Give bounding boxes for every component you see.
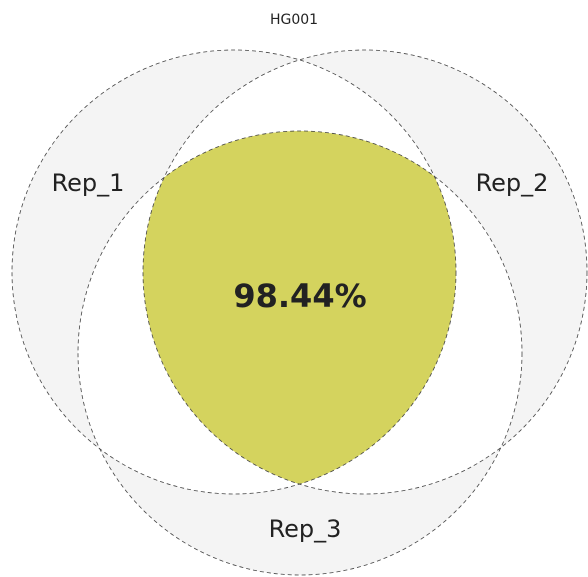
- intersection-label: 98.44%: [233, 277, 366, 315]
- set-label: Rep_3: [269, 515, 342, 543]
- set-outline: [142, 49, 588, 495]
- set-outline: [11, 49, 457, 495]
- set-outline: [77, 130, 523, 576]
- set-label: Rep_1: [52, 169, 125, 197]
- set-label: Rep_2: [476, 169, 549, 197]
- chart-title: HG001: [270, 12, 318, 28]
